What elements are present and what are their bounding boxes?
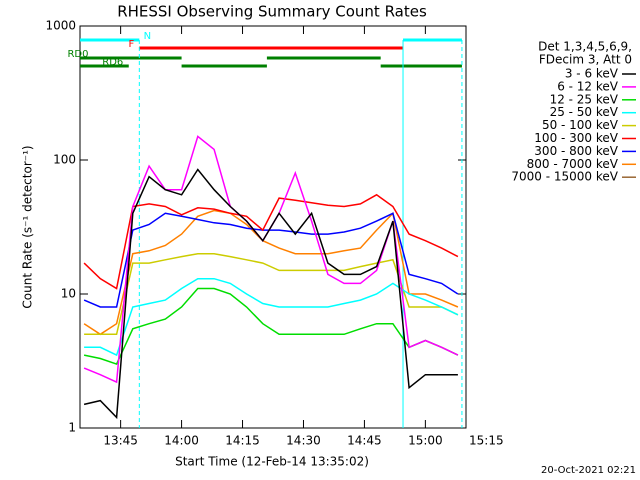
x-tick-label: 15:00 [408,434,443,448]
series-line [83,212,459,308]
x-tick-label: 15:15 [469,434,504,448]
footer-date: 20-Oct-2021 02:21 [541,465,636,476]
flag-label: RD6 [102,57,123,68]
series-line [83,193,459,290]
series-line [83,168,458,420]
legend-label: 25 - 50 keV [550,105,619,119]
y-tick-label: 1 [68,421,76,435]
y-tick-label: 100 [53,153,76,167]
x-tick-label: 14:30 [286,434,321,448]
legend-label: 800 - 7000 keV [527,157,619,171]
x-tick-label: 14:15 [225,434,260,448]
plot-frame [79,25,467,429]
legend-label: 7000 - 15000 keV [511,170,618,184]
y-tick-label: 10 [61,287,76,301]
y-tick-label: 1000 [45,19,76,33]
series-line [83,287,459,366]
legend-label: 50 - 100 keV [542,118,619,132]
chart-title: RHESSI Observing Summary Count Rates [117,3,427,21]
x-tick-label: 14:45 [347,434,382,448]
series-line [83,209,459,336]
x-tick-label: 13:45 [103,434,138,448]
series-line [84,252,459,336]
x-axis-label: Start Time (12-Feb-14 13:35:02) [175,455,369,469]
legend-label: 3 - 6 keV [565,67,619,81]
legend-header: Det 1,3,4,5,6,9, [538,40,632,54]
legend-label: 12 - 25 keV [550,92,619,106]
flag-label: N [144,31,151,42]
x-tick-label: 14:00 [164,434,199,448]
legend-label: 300 - 800 keV [534,144,618,158]
legend-label: 6 - 12 keV [557,79,619,93]
legend-header: FDecim 3, Att 0 [539,53,632,67]
series-line [84,277,459,357]
y-axis-label: Count Rate (s⁻¹ detector⁻¹) [21,145,35,308]
flag-label: F [128,39,134,50]
legend-label: 100 - 300 keV [534,131,618,145]
flag-label: RD0 [67,49,88,60]
